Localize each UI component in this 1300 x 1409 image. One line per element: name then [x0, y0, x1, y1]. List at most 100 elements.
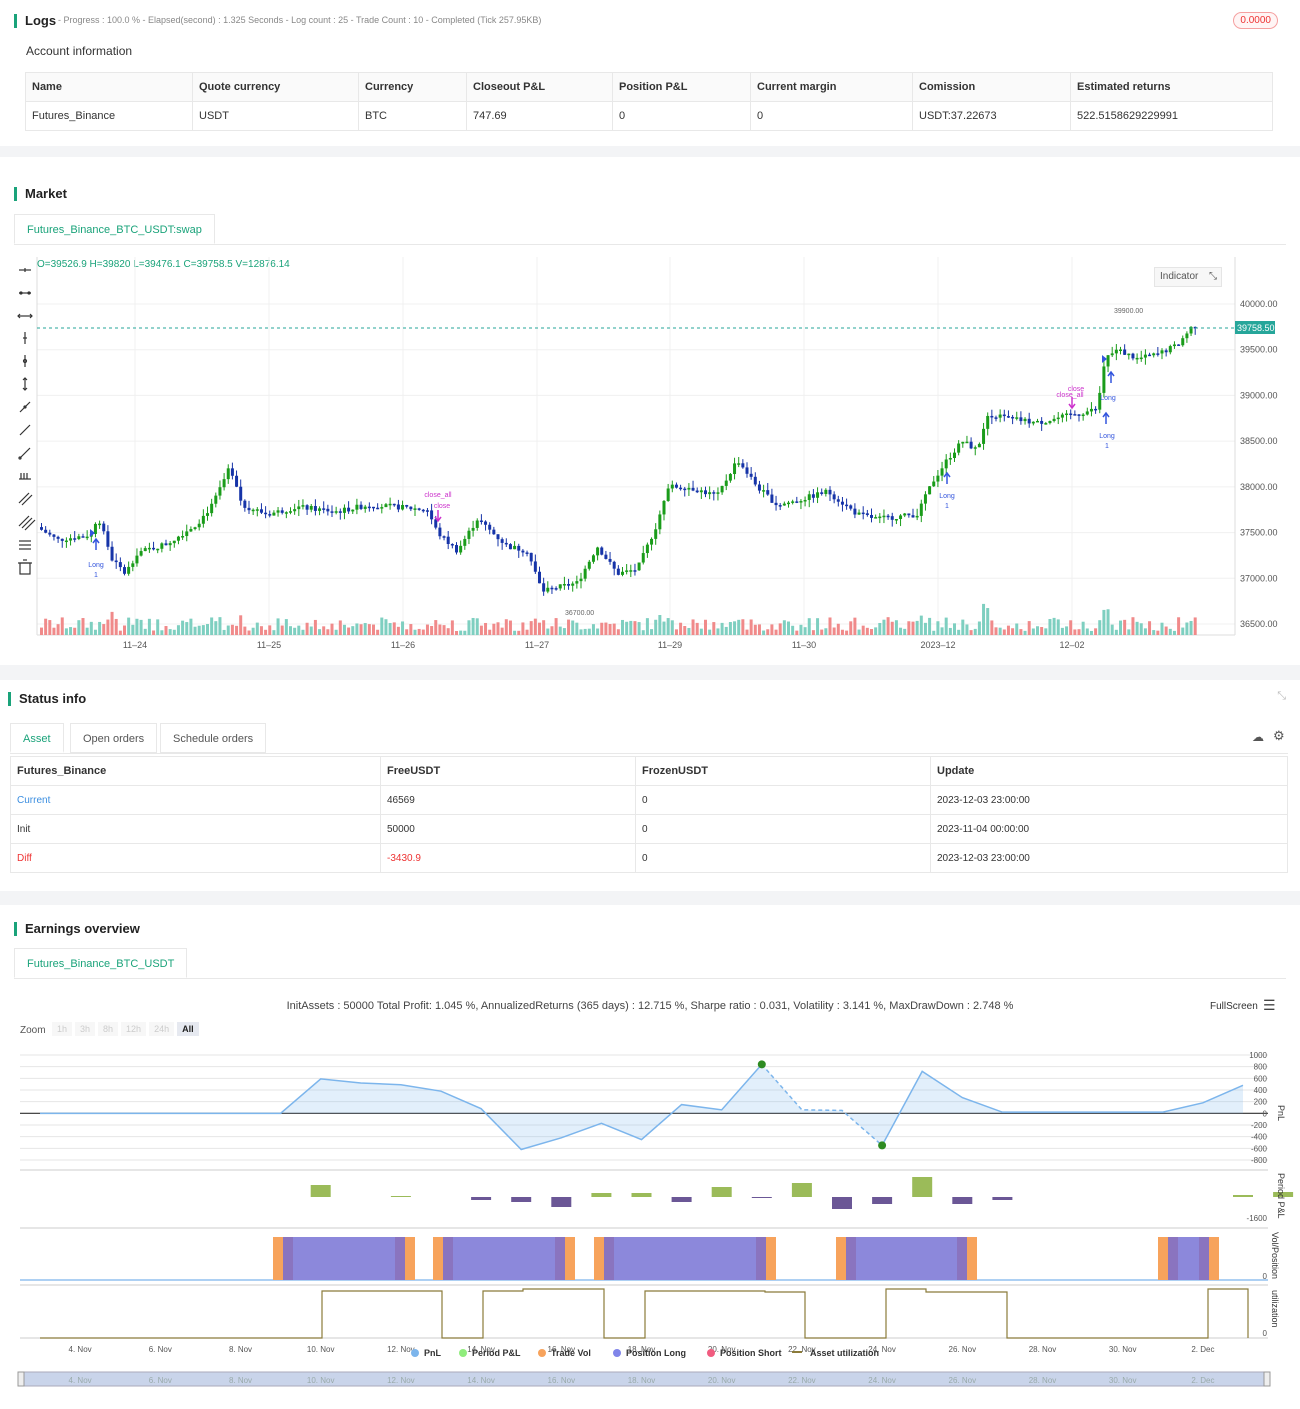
zoom-1h[interactable]: 1h [52, 1022, 73, 1036]
candle-body [1152, 353, 1156, 356]
earnings-legend[interactable]: PnL Period P&L Trade Vol Position Long Posit… [411, 1348, 879, 1358]
collapse-icon[interactable]: ⤡ [1277, 690, 1286, 702]
volume-bar [849, 621, 853, 635]
earnings-x-tick: 30. Nov [1109, 1345, 1137, 1354]
signal-label: 1 [945, 503, 949, 510]
menu-icon[interactable]: ☰ [1263, 997, 1276, 1013]
volume-bar [268, 625, 272, 635]
candle-body [558, 584, 562, 589]
volume-bar [787, 621, 790, 635]
tab-earnings-symbol[interactable]: Futures_Binance_BTC_USDT [14, 948, 188, 978]
candle-body [380, 507, 384, 509]
candle-body [662, 500, 666, 515]
candle-body [1114, 349, 1118, 354]
pnl-y-tick: 1000 [1249, 1051, 1267, 1060]
pnl-series [40, 1060, 1244, 1151]
legend-item[interactable]: Asset utilization [810, 1348, 879, 1358]
col-quote-currency: Quote currency [192, 72, 359, 102]
settings-gear-icon[interactable]: ⚙ [1273, 728, 1285, 743]
candle-body [811, 494, 815, 498]
zoom-24h[interactable]: 24h [149, 1022, 175, 1036]
candle-body [284, 512, 288, 514]
volume-bar [745, 629, 749, 635]
candle-body [1127, 353, 1131, 356]
volume-bar [421, 629, 425, 635]
zoom-8h[interactable]: 8h [98, 1022, 119, 1036]
volume-bar [832, 627, 836, 635]
volume-bar [176, 625, 180, 635]
volume-bar [965, 624, 969, 635]
status-tab-line [10, 753, 1288, 754]
legend-item[interactable]: PnL [424, 1348, 442, 1358]
period-pnl-bar [1273, 1192, 1294, 1197]
position-overlap [1168, 1237, 1178, 1280]
cloud-download-icon[interactable]: ☁ [1252, 730, 1264, 744]
volume-bar [52, 627, 56, 635]
market-tab-line [14, 244, 1286, 245]
asset-utilization-line [40, 1288, 1249, 1339]
cell-closeout: 747.69 [466, 101, 613, 131]
kline-y-tick: 37500.00 [1240, 528, 1278, 538]
pnl-y-tick: -200 [1251, 1121, 1268, 1130]
zoom-12h[interactable]: 12h [121, 1022, 147, 1036]
legend-item[interactable]: Period P&L [472, 1348, 521, 1358]
candlestick-chart[interactable]: 39758.50 39900.00 36700.00 40000.00 39500… [0, 157, 1300, 657]
position-long-block [604, 1237, 766, 1280]
candle-body [135, 555, 139, 564]
candle-body [579, 578, 583, 582]
navigator-handle-left[interactable] [17, 1371, 25, 1387]
candle-body [969, 441, 973, 449]
candle-body [52, 534, 56, 537]
zoom-all[interactable]: All [177, 1022, 199, 1036]
fullscreen-button[interactable]: FullScreen [1210, 1001, 1258, 1012]
candle-body [986, 415, 990, 429]
navigator-handle-right[interactable] [1263, 1371, 1271, 1387]
candle-body [1048, 420, 1052, 424]
earnings-chart[interactable]: 1000 800 600 400 200 0 -200 -400 -600 -800 PnL -160… [0, 905, 1300, 1409]
signal-label: close_all [1056, 392, 1084, 399]
volume-bar [998, 627, 1002, 635]
volume-bar [1019, 629, 1023, 635]
candle-body [123, 567, 126, 574]
candle-body [919, 503, 923, 516]
fullscreen-label: FullScreen [1210, 1001, 1258, 1012]
candle-body [338, 511, 342, 513]
legend-item[interactable]: Position Short [720, 1348, 782, 1358]
expand-icon[interactable]: ⤡ [1209, 271, 1217, 282]
volume-bar [836, 623, 840, 635]
candle-body [40, 527, 43, 530]
volume-bar [687, 627, 691, 635]
legend-item[interactable]: Trade Vol [551, 1348, 591, 1358]
candle-body [774, 502, 778, 506]
indicator-button[interactable]: Indicator ⤡ [1154, 267, 1222, 287]
volume-bar [645, 618, 649, 635]
tab-schedule-orders[interactable]: Schedule orders [160, 723, 267, 753]
volume-bar [1189, 620, 1193, 635]
candle-body [716, 492, 720, 494]
candle-body [990, 415, 994, 418]
close-arrow-head [434, 516, 442, 523]
tab-asset[interactable]: Asset [10, 723, 64, 753]
zoom-3h[interactable]: 3h [75, 1022, 96, 1036]
tab-market-symbol[interactable]: Futures_Binance_BTC_USDT:swap [14, 214, 215, 244]
volume-bar [475, 618, 479, 635]
volume-bar [247, 630, 251, 635]
position-overlap [1199, 1237, 1209, 1280]
candle-body [1060, 414, 1064, 418]
volume-bar [181, 620, 185, 635]
volume-bar [791, 625, 795, 635]
legend-item[interactable]: Position Long [626, 1348, 686, 1358]
volume-bar [890, 621, 894, 635]
candle-body [268, 514, 272, 516]
volume-bars [40, 603, 1197, 635]
earnings-x-tick: 12. Nov [387, 1345, 415, 1354]
volume-bar [1060, 627, 1064, 635]
tab-open-orders[interactable]: Open orders [70, 723, 158, 753]
drawing-tools-icons[interactable] [14, 257, 36, 577]
volume-bar [990, 620, 994, 635]
candle-body [886, 515, 890, 518]
candle-body [185, 531, 189, 537]
candle-body [1160, 350, 1164, 354]
account-table: Name Quote currency Currency Closeout P&… [25, 72, 1273, 131]
candle-body [890, 516, 894, 520]
